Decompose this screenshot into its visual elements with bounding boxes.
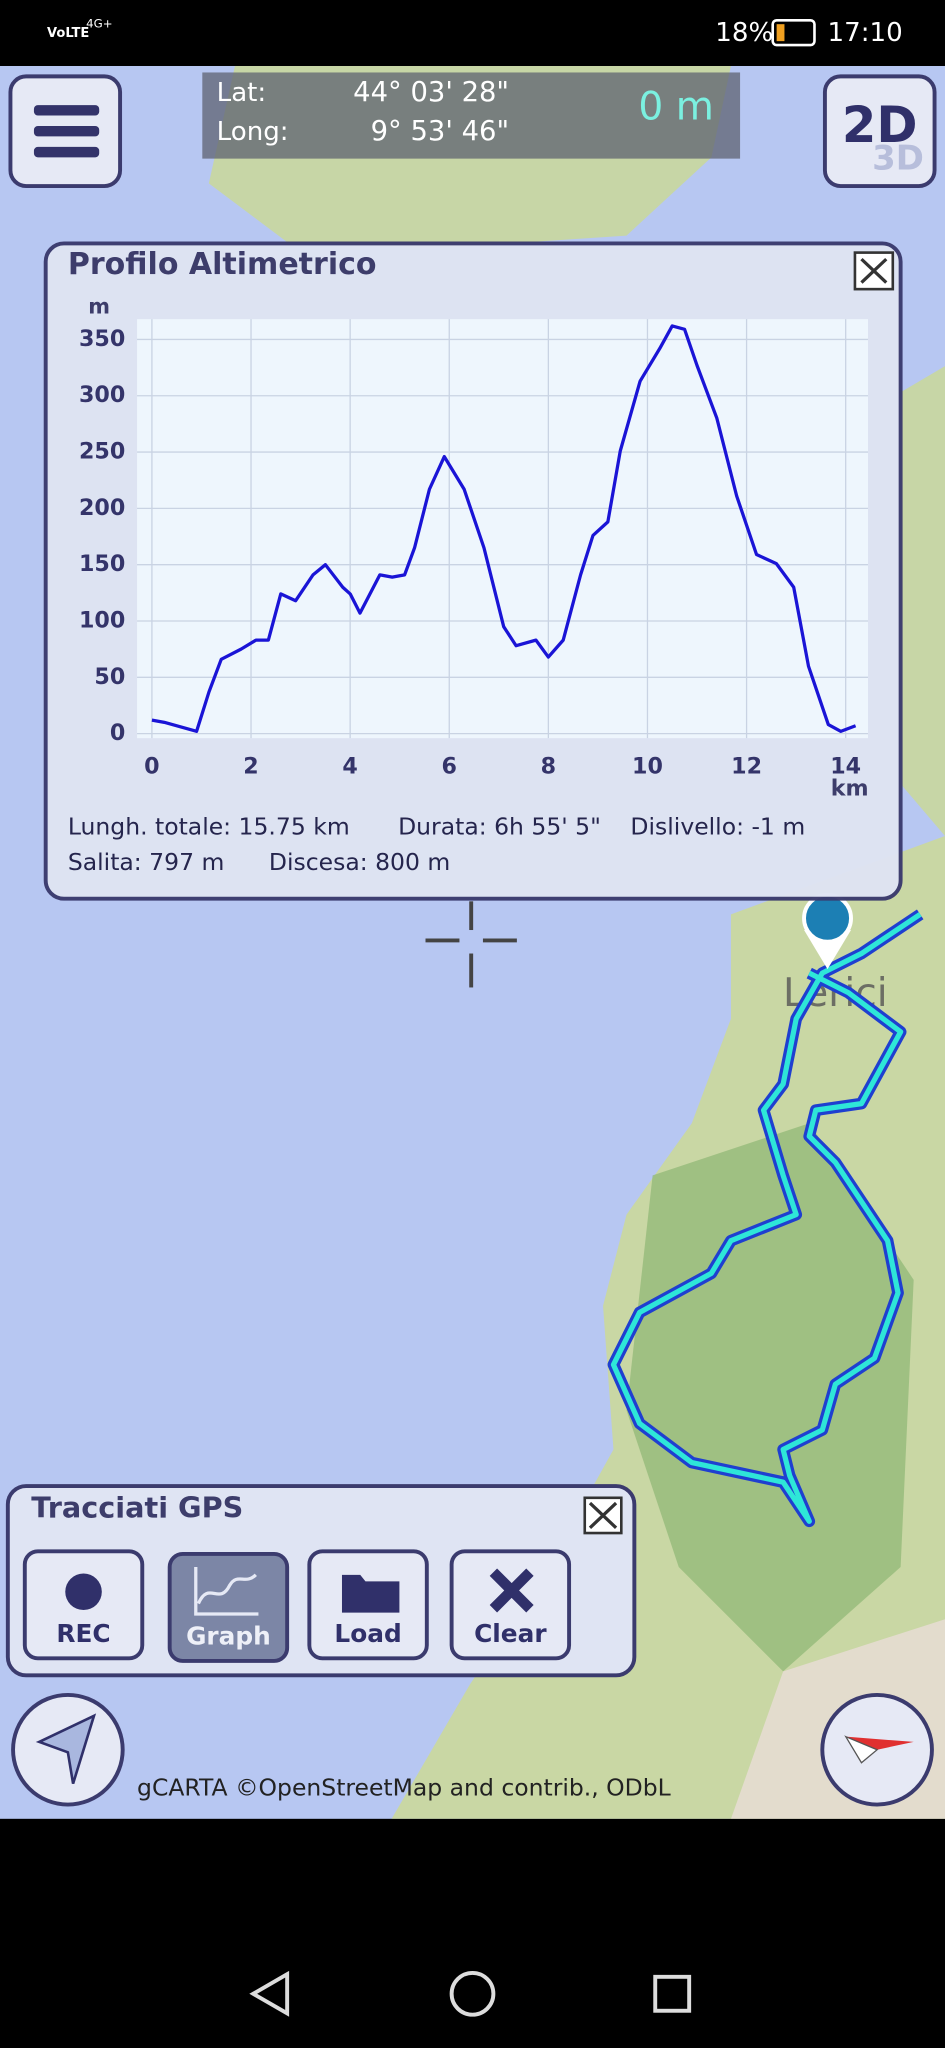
stat: Discesa: 800 m <box>269 848 450 876</box>
crosshair <box>425 901 517 988</box>
stat: Salita: 797 m <box>68 848 225 876</box>
x-tick-label: 14 <box>830 753 861 779</box>
battery-level <box>776 24 785 42</box>
map-attribution: gCARTA ©OpenStreetMap and contrib., ODbL <box>137 1773 671 1801</box>
stat: Lungh. totale: 15.75 km <box>68 813 350 841</box>
clock: 17:10 <box>828 18 903 48</box>
x-tick-label: 12 <box>731 753 762 779</box>
network-label: 4G+ <box>86 17 112 31</box>
compass-needle <box>845 1736 914 1750</box>
tracks-title: Tracciati GPS <box>31 1491 243 1525</box>
coords-box <box>202 72 741 159</box>
profile-chart: 0 50 100 150 200 250 300 350 0 2 4 6 8 10 12 14 <box>79 319 868 779</box>
button-label: Load <box>334 1619 401 1648</box>
lat-label: Lat: <box>217 78 267 108</box>
x-tick-label: 2 <box>243 753 258 779</box>
y-tick-label: 200 <box>79 495 125 521</box>
long-value: 9° 53' 46" <box>371 116 509 147</box>
close-icon <box>860 257 888 284</box>
close-icon <box>588 1501 618 1530</box>
button-label: Clear <box>474 1619 547 1648</box>
view-3d: 3D <box>872 139 924 178</box>
profile-title: Profilo Altimetrico <box>68 247 377 282</box>
x-tick-label: 0 <box>144 753 159 779</box>
graph-icon <box>194 1566 259 1616</box>
battery-percent: 18% <box>715 18 773 48</box>
y-tick-label: 300 <box>79 382 125 408</box>
gps-track <box>610 912 922 1524</box>
view-toggle[interactable] <box>822 74 937 188</box>
altitude: 0 m <box>638 85 713 130</box>
map-forest <box>626 1123 914 1672</box>
menu-icon <box>33 105 100 158</box>
stat: Dislivello: -1 m <box>630 813 805 841</box>
button-label: Graph <box>186 1621 271 1650</box>
load-icon <box>341 1574 400 1613</box>
nav-home[interactable] <box>449 1970 496 2017</box>
rec-icon <box>65 1573 102 1611</box>
x-tick-label: 6 <box>442 753 457 779</box>
position-pin <box>802 892 853 944</box>
nav-recents[interactable] <box>653 1974 692 2013</box>
graph-button[interactable] <box>167 1551 290 1663</box>
x-tick-label: 4 <box>342 753 357 779</box>
stat: Durata: 6h 55' 5" <box>398 813 601 841</box>
nav-back[interactable] <box>249 1970 290 2017</box>
clear-icon <box>489 1568 534 1613</box>
battery-icon <box>771 18 816 47</box>
x-tick-label: 10 <box>632 753 663 779</box>
network-label: VoLTE <box>47 26 89 41</box>
nav-bar <box>0 1818 945 2048</box>
y-tick-label: 250 <box>79 439 125 465</box>
x-axis-unit: km <box>831 776 869 802</box>
y-tick-label: 150 <box>79 551 125 577</box>
map-land <box>900 366 945 837</box>
locate-icon <box>35 1713 97 1785</box>
y-tick-label: 100 <box>79 608 125 634</box>
y-tick-label: 350 <box>79 326 125 352</box>
elevation-line <box>151 324 857 733</box>
view-2d: 2D <box>842 96 918 154</box>
clear-button[interactable] <box>449 1549 572 1661</box>
lat-value: 44° 03' 28" <box>353 77 509 108</box>
y-axis-unit: m <box>88 294 110 318</box>
status-bar <box>0 0 945 66</box>
compass-needle <box>844 1735 879 1764</box>
button-label: REC <box>56 1619 110 1648</box>
y-tick-label: 50 <box>94 664 125 690</box>
plot-area <box>137 319 868 739</box>
x-tick-label: 8 <box>541 753 556 779</box>
long-label: Long: <box>217 117 289 147</box>
y-tick-label: 0 <box>110 720 125 746</box>
